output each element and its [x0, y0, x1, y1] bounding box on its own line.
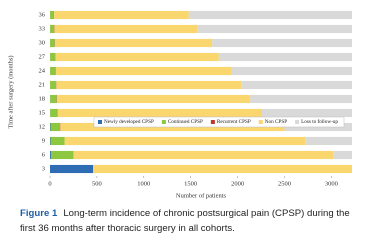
bar-segment	[250, 94, 352, 104]
x-tick-label: 1000	[137, 180, 150, 187]
legend-label: Newly developed CPSP	[104, 119, 154, 125]
legend-swatch	[258, 120, 263, 124]
x-axis-title: Number of patients	[176, 192, 227, 199]
bar-segment	[55, 66, 232, 76]
bar-segment	[50, 122, 60, 132]
x-tick-label: 500	[92, 180, 102, 187]
bar-segment	[261, 108, 352, 118]
legend-swatch	[161, 120, 166, 124]
bar-segment	[241, 80, 352, 90]
bar-segment	[188, 10, 352, 20]
legend-swatch	[295, 120, 300, 124]
y-tick-label: 30	[39, 39, 46, 46]
bar-segment	[50, 66, 56, 76]
bar-segment	[50, 136, 65, 146]
y-tick-label: 21	[39, 81, 46, 88]
y-tick-label: 33	[39, 25, 46, 32]
caption-line-1: Figure 1 Long-term incidence of chronic p…	[20, 208, 350, 219]
bar-segment	[50, 164, 94, 174]
bar-segment	[50, 10, 54, 20]
legend-label: Non CPSP	[265, 119, 287, 125]
y-axis-title: Time after surgery (months)	[7, 55, 14, 128]
x-tick-label: 0	[48, 180, 51, 187]
bar-segment	[50, 24, 55, 34]
bar-segment	[231, 66, 352, 76]
x-tick-label: 2000	[231, 180, 244, 187]
legend-box	[93, 116, 345, 128]
bar-segment	[212, 38, 352, 48]
x-tick-label: 3000	[325, 180, 338, 187]
bar-segment	[50, 80, 57, 90]
bar-segment	[197, 24, 352, 34]
legend-label: Continued CPSP	[168, 119, 203, 125]
y-tick-label: 9	[42, 137, 45, 144]
y-tick-label: 6	[42, 151, 46, 158]
y-tick-label: 15	[39, 109, 46, 116]
bar-segment	[50, 38, 55, 48]
bar-segment	[305, 136, 352, 146]
legend-swatch	[97, 120, 102, 124]
y-tick-label: 18	[39, 95, 46, 102]
bar-segment	[50, 94, 57, 104]
bar-segment	[57, 94, 251, 104]
legend: Newly developed CPSP Continued CPSP Recurr…	[93, 116, 345, 128]
bar-segment	[64, 136, 306, 146]
bar-segment	[73, 150, 334, 160]
y-tick-label: 3	[42, 165, 45, 172]
y-tick-label: 27	[39, 53, 46, 60]
legend-label: Loss to follow-up	[301, 118, 338, 125]
x-tick-label: 1500	[184, 180, 197, 187]
y-tick-label: 36	[39, 11, 46, 18]
bar-segment	[333, 150, 352, 160]
bar-segment	[50, 150, 51, 160]
bar-segment	[54, 10, 189, 20]
bar-segment	[56, 80, 242, 90]
bar-segment	[50, 150, 74, 160]
legend-swatch	[210, 120, 215, 124]
caption-line-2: first 36 months after thoracic surgery i…	[20, 223, 235, 234]
legend-label: Recurrent CPSP	[217, 119, 251, 125]
caption-label: Figure 1	[20, 208, 58, 219]
y-tick-label: 12	[39, 123, 46, 130]
bar-segment	[54, 38, 213, 48]
bar-segment	[54, 24, 198, 34]
bar-segment	[57, 108, 262, 118]
caption-text: Long-term incidence of chronic postsurgi…	[63, 208, 349, 219]
x-tick-label: 2500	[278, 180, 291, 187]
bar-segment	[218, 52, 352, 62]
y-tick-label: 24	[39, 67, 46, 74]
bar-segment	[50, 52, 56, 62]
bar-segment	[93, 164, 353, 174]
bar-segment	[50, 108, 58, 118]
bar-segment	[55, 52, 219, 62]
